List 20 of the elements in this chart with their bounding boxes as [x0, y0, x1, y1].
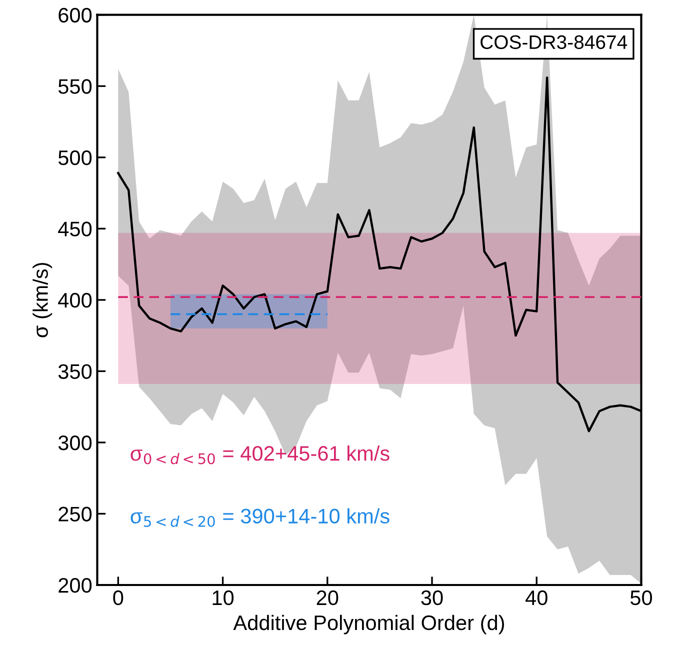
y-tick-label: 200 — [58, 578, 92, 593]
text: COS-DR3-84674 — [480, 35, 628, 50]
x-tick-label: 20 — [316, 590, 338, 606]
y-tick-label: 250 — [58, 506, 92, 522]
y-axis-title: σ (km/s) — [32, 262, 52, 338]
x-tick-label: 50 — [630, 590, 652, 606]
x-tick-label: 10 — [212, 590, 234, 606]
x-tick-label: 30 — [421, 590, 443, 606]
y-tick-label: 550 — [58, 79, 92, 94]
annotation: σ$_{0<d<50}$ = 402+45-61 km/s — [130, 446, 390, 464]
y-tick-label: 350 — [58, 364, 92, 379]
y-tick-label: 500 — [58, 150, 92, 166]
annotation: σ$_{5<d<20}$ = 390+14-10 km/s — [130, 508, 390, 527]
x-axis-title: Additive Polynomial Order (d) — [233, 614, 504, 634]
y-tick-label: 300 — [58, 435, 92, 450]
x-tick-label: 40 — [526, 590, 548, 606]
y-tick-label: 600 — [58, 8, 92, 23]
y-tick-label: 450 — [58, 222, 92, 236]
x-tick-label: 0 — [113, 590, 124, 606]
y-tick-label: 400 — [58, 292, 92, 308]
